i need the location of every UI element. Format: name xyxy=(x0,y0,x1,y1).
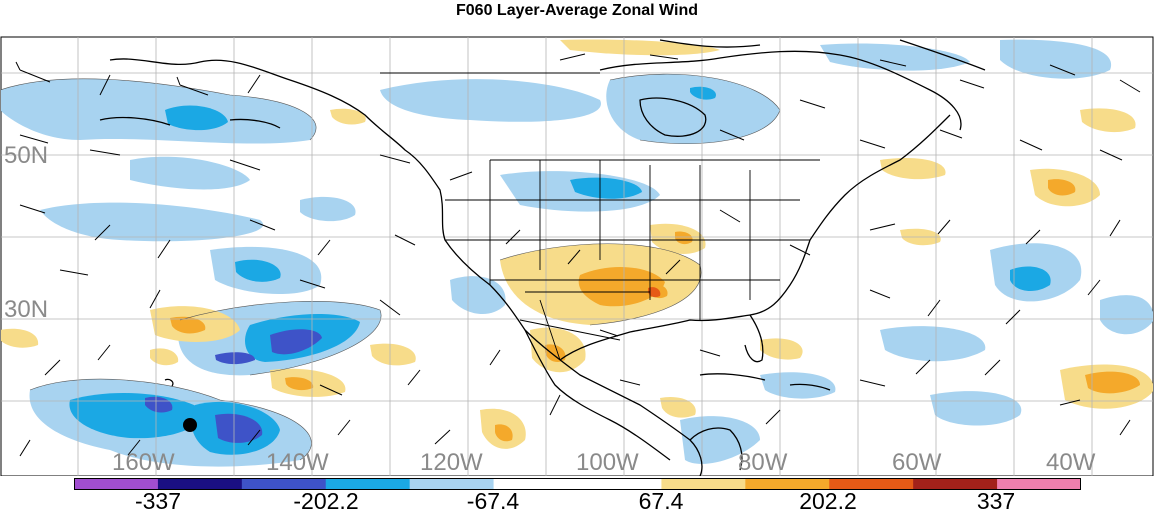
colorbar-label-neg202: -202.2 xyxy=(293,488,359,514)
colorbar-segment xyxy=(409,478,495,490)
positive-strong-shading xyxy=(648,287,661,298)
colorbar-segment xyxy=(325,478,411,490)
political-borders xyxy=(380,72,820,361)
colorbar-segment xyxy=(745,478,830,490)
lon-label-60w: 60W xyxy=(892,449,942,476)
coastlines xyxy=(99,39,986,476)
colorbar-segment xyxy=(997,478,1081,490)
lon-label-100w: 100W xyxy=(576,449,639,476)
lon-label-40w: 40W xyxy=(1046,449,1096,476)
lon-label-80w: 80W xyxy=(738,449,788,476)
colorbar-label-neg337: -337 xyxy=(134,488,182,514)
colorbar-segment xyxy=(913,478,998,490)
lat-label-30n: 30N xyxy=(4,296,48,323)
positive-mid-shading xyxy=(170,179,1140,442)
colorbar-segment xyxy=(157,478,243,490)
negative-dark-shading xyxy=(145,329,322,443)
map-title: F060 Layer-Average Zonal Wind xyxy=(456,2,698,19)
lat-label-50n: 50N xyxy=(4,142,48,169)
colorbar-segment xyxy=(74,478,159,490)
colorbar-segment xyxy=(493,478,578,490)
wind-map: 50N 30N 160W 140W 120W 100W 80W 60W 40W xyxy=(0,36,1154,476)
colorbar-label-67: 67.4 xyxy=(638,488,684,514)
lon-label-160w: 160W xyxy=(112,449,175,476)
wind-barbs xyxy=(15,53,1141,457)
colorbar xyxy=(74,478,1081,490)
lon-label-120w: 120W xyxy=(420,449,483,476)
location-marker xyxy=(183,418,197,432)
colorbar-segment xyxy=(241,478,327,490)
colorbar-segment xyxy=(661,478,746,490)
colorbar-label-337: 337 xyxy=(976,488,1016,514)
colorbar-border xyxy=(74,478,1081,490)
colorbar-segment xyxy=(577,478,662,490)
lon-label-140w: 140W xyxy=(266,449,329,476)
colorbar-label-202: 202.2 xyxy=(799,488,857,514)
colorbar-label-neg67: -67.4 xyxy=(466,488,520,514)
colorbar-segment xyxy=(829,478,914,490)
